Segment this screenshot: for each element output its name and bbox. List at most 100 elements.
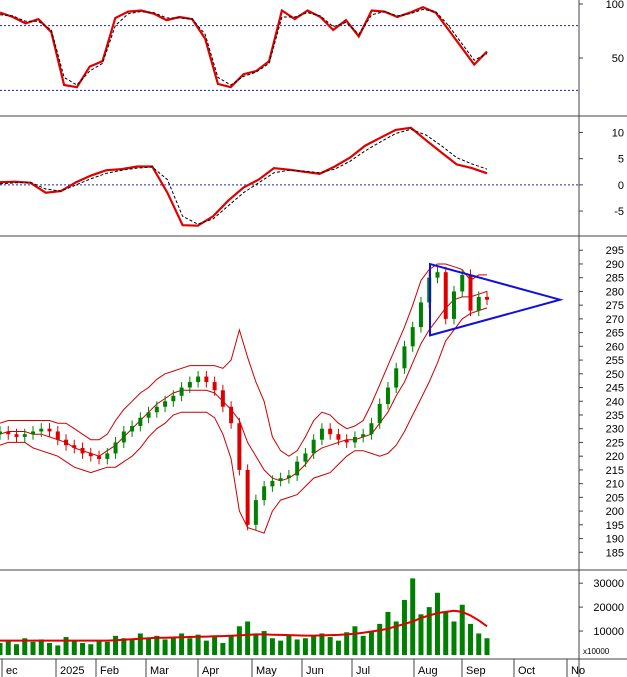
macd-series-signal-line <box>0 128 488 225</box>
volume-bar <box>261 631 267 655</box>
candle-body <box>14 434 19 437</box>
volume-bar <box>352 626 358 655</box>
volume-bar <box>146 638 152 655</box>
candle-body <box>394 368 399 388</box>
candle-body <box>0 431 2 435</box>
candle-body <box>303 453 308 462</box>
volume-bar <box>401 599 407 655</box>
volume-bar <box>319 633 325 655</box>
price-y-tick-label: 285 <box>606 273 624 285</box>
volume-bar <box>335 640 341 655</box>
oscillator-series-signal-line <box>0 8 488 86</box>
candle-body <box>245 469 250 525</box>
candle-body <box>171 395 176 402</box>
volume-bar <box>14 644 20 655</box>
macd-y-tick-label: 0 <box>618 180 624 192</box>
price-y-tick-label: 230 <box>606 424 624 436</box>
volume-bar <box>236 626 242 655</box>
candle-body <box>39 428 44 432</box>
price-y-tick-label: 275 <box>606 300 624 312</box>
candle-body <box>179 387 184 396</box>
candle-body <box>270 480 275 487</box>
month-label: Sep <box>466 665 486 677</box>
volume-bar <box>170 637 176 655</box>
candle-body <box>278 478 283 481</box>
price-y-tick-label: 265 <box>606 328 624 340</box>
volume-bar <box>410 578 416 655</box>
volume-bar <box>71 640 77 655</box>
candle-body <box>55 431 60 440</box>
volume-y-tick-label: 30000 <box>593 578 624 590</box>
price-y-tick-label: 205 <box>606 492 624 504</box>
month-label: May <box>256 665 277 677</box>
volume-bar <box>360 635 366 655</box>
month-label: ec <box>6 665 18 677</box>
volume-bar <box>220 643 226 655</box>
macd-y-tick-label: -5 <box>614 206 624 218</box>
candle-body <box>22 434 27 437</box>
candle-body <box>6 431 11 435</box>
candle-body <box>369 423 374 435</box>
volume-bar <box>451 621 457 655</box>
volume-bar <box>434 592 440 655</box>
candle-body <box>204 376 209 383</box>
macd-y-tick-label: 5 <box>618 154 624 166</box>
price-y-tick-label: 245 <box>606 383 624 395</box>
volume-bar <box>302 638 308 655</box>
volume-bar <box>253 633 259 655</box>
volume-y-tick-label: 20000 <box>593 602 624 614</box>
volume-bar <box>476 633 482 655</box>
triangle-pattern <box>429 262 564 337</box>
macd-series-main-line <box>0 126 488 227</box>
volume-bar <box>22 638 28 655</box>
bollinger-lower-band <box>0 307 488 534</box>
oscillator-y-tick-label: 50 <box>612 53 624 65</box>
month-label: 2025 <box>60 665 84 677</box>
price-y-tick-label: 195 <box>606 520 624 532</box>
candle-body <box>352 436 357 443</box>
candle-body <box>229 406 234 424</box>
candle-body <box>435 272 440 278</box>
candle-body <box>443 272 448 319</box>
oscillator-y-tick-label: 100 <box>606 0 624 11</box>
candle-body <box>460 274 465 292</box>
volume-bar <box>467 623 473 655</box>
price-y-tick-label: 295 <box>606 245 624 257</box>
candle-body <box>418 302 423 328</box>
volume-bar <box>96 640 102 655</box>
macd-y-tick-label: 10 <box>612 127 624 139</box>
price-y-tick-label: 200 <box>606 506 624 518</box>
candle-body <box>154 406 159 413</box>
price-y-tick-label: 255 <box>606 355 624 367</box>
volume-bar <box>418 614 424 655</box>
candle-body <box>253 500 258 525</box>
volume-bar <box>311 635 317 655</box>
volume-bar <box>245 621 251 655</box>
candle-body <box>31 431 36 435</box>
candle-body <box>237 423 242 470</box>
month-label: Feb <box>100 665 119 677</box>
candle-body <box>121 431 126 443</box>
price-y-tick-label: 220 <box>606 451 624 463</box>
candle-body <box>361 434 366 437</box>
volume-bar <box>38 639 44 655</box>
month-label: Jun <box>306 665 324 677</box>
candle-body <box>402 346 407 369</box>
volume-bar <box>129 639 135 655</box>
bollinger-upper-band <box>0 263 487 457</box>
candle-body <box>377 404 382 424</box>
price-y-tick-label: 185 <box>606 547 624 559</box>
candle-body <box>262 486 267 501</box>
price-y-tick-label: 190 <box>606 534 624 546</box>
candle-body <box>163 401 168 407</box>
candle-body <box>88 453 93 457</box>
volume-bar <box>278 640 284 655</box>
candle-body <box>344 439 349 443</box>
price-y-tick-label: 290 <box>606 259 624 271</box>
price-y-tick-label: 270 <box>606 314 624 326</box>
volume-bar <box>203 640 209 655</box>
volume-bar <box>104 641 110 655</box>
volume-average-line <box>0 609 488 642</box>
volume-bar <box>63 637 69 655</box>
